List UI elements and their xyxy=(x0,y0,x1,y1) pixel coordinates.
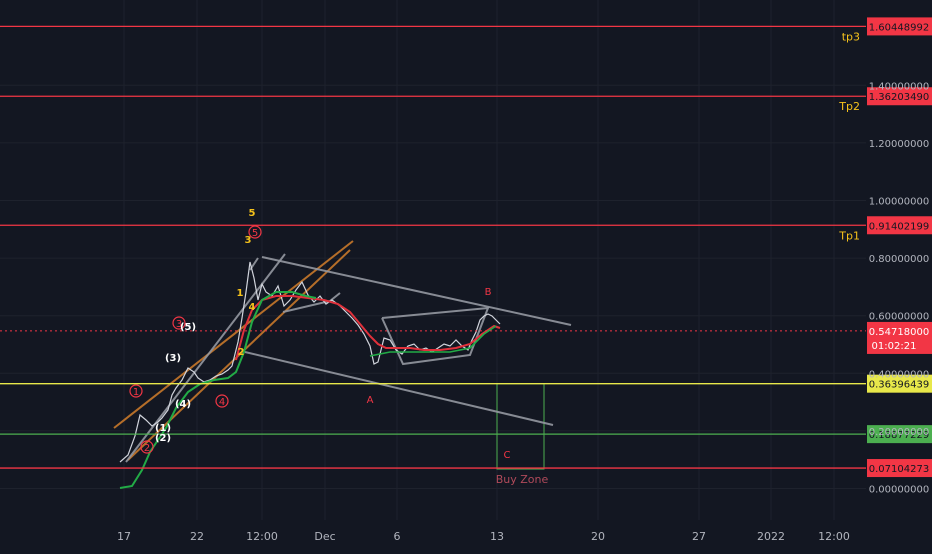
trend-drawings xyxy=(113,240,572,463)
buy-zone-label: Buy Zone xyxy=(496,473,549,486)
level-name-tp1: Tp1 xyxy=(838,229,860,242)
wave-label-circle xyxy=(129,384,143,398)
price-tag-background xyxy=(867,87,932,106)
y-tick-label: 0.80000000 xyxy=(869,254,929,265)
trendline-impulse xyxy=(125,253,286,463)
current-price-countdown: 01:02:21 xyxy=(872,341,917,352)
trendline-resistance xyxy=(261,256,572,326)
price-tag-label: 0.36396439 xyxy=(869,380,929,391)
triangle-pattern xyxy=(381,306,490,366)
wave-label-white: (5) xyxy=(180,322,196,333)
wave-label-circle xyxy=(140,440,154,454)
y-tick-label: 0.00000000 xyxy=(869,485,929,496)
wave-label-red: 2 xyxy=(144,443,150,454)
level-name-tp2: Tp2 xyxy=(838,100,860,113)
x-tick-label: 12:00 xyxy=(818,530,850,543)
x-tick-label: 20 xyxy=(591,530,605,543)
x-tick-label: 17 xyxy=(117,530,131,543)
x-tick-label: 22 xyxy=(190,530,204,543)
price-axis: 1.60448992 1.36203490 0.91402199 0.36396439… xyxy=(867,17,932,496)
price-tag-background xyxy=(867,374,932,393)
price-tag-background xyxy=(867,459,932,478)
wave-label-white: (2) xyxy=(155,433,171,444)
moving-average-green xyxy=(119,291,317,489)
wave-label-yellow: 4 xyxy=(249,302,256,313)
wave-label-white: (4) xyxy=(175,399,191,410)
wave-label-yellow: 3 xyxy=(245,235,252,246)
channel-line-middle xyxy=(127,249,351,461)
wave-label-corrective: C xyxy=(504,450,511,461)
y-tick-label: 1.40000000 xyxy=(869,81,929,92)
current-price-tag xyxy=(867,321,932,354)
price-tag-background xyxy=(867,425,932,444)
wave-label-yellow: 2 xyxy=(238,347,245,358)
wave-label-white: (1) xyxy=(155,423,171,434)
wave-label-circle xyxy=(248,225,262,239)
price-tag-label: 0.18877229 xyxy=(869,430,929,441)
grid xyxy=(0,0,866,520)
wave-label-circle xyxy=(172,316,186,330)
wave-label-red: 3 xyxy=(176,319,182,330)
moving-average-red xyxy=(235,295,501,361)
x-tick-label: 6 xyxy=(394,530,401,543)
wave-label-yellow: 5 xyxy=(249,208,256,219)
y-tick-label: 0.20000000 xyxy=(869,427,929,438)
wave-label-red: 4 xyxy=(219,397,225,408)
wave-label-white: (3) xyxy=(165,353,181,364)
price-tag-label: 1.36203490 xyxy=(869,92,929,103)
moving-average-green-late xyxy=(369,325,497,357)
wave-label-corrective: B xyxy=(485,287,492,298)
time-axis: 17 22 12:00 Dec 6 13 20 27 2022 12:00 xyxy=(117,530,850,543)
trendline-support xyxy=(244,351,554,426)
wave-label-corrective: A xyxy=(367,395,374,406)
x-tick-label: Dec xyxy=(314,530,335,543)
price-tag-background xyxy=(867,216,932,235)
y-tick-label: 0.60000000 xyxy=(869,312,929,323)
price-tag-background xyxy=(867,17,932,36)
price-tag-label: 1.60448992 xyxy=(869,22,929,33)
horizontal-levels: tp3 Tp2 Tp1 xyxy=(0,25,866,469)
y-tick-label: 0.40000000 xyxy=(869,369,929,380)
x-tick-label: 13 xyxy=(490,530,504,543)
wave-label-red: 1 xyxy=(133,387,139,398)
level-name-tp3: tp3 xyxy=(842,30,860,43)
channel-line-upper xyxy=(113,240,354,429)
price-candles-trace xyxy=(119,261,501,463)
buy-zone-box: Buy Zone xyxy=(496,383,549,486)
x-tick-label: 2022 xyxy=(757,530,785,543)
x-tick-label: 12:00 xyxy=(246,530,278,543)
price-tag-label: 0.91402199 xyxy=(869,221,929,232)
price-tag-label: 0.07104273 xyxy=(869,464,929,475)
wave-label-circle xyxy=(215,394,229,408)
wave-label-red: 5 xyxy=(252,228,258,239)
y-tick-label: 1.20000000 xyxy=(869,139,929,150)
x-tick-label: 27 xyxy=(692,530,706,543)
current-price-value: 0.54718000 xyxy=(869,327,929,338)
wave-label-yellow: 1 xyxy=(237,288,244,299)
y-tick-label: 1.00000000 xyxy=(869,197,929,208)
